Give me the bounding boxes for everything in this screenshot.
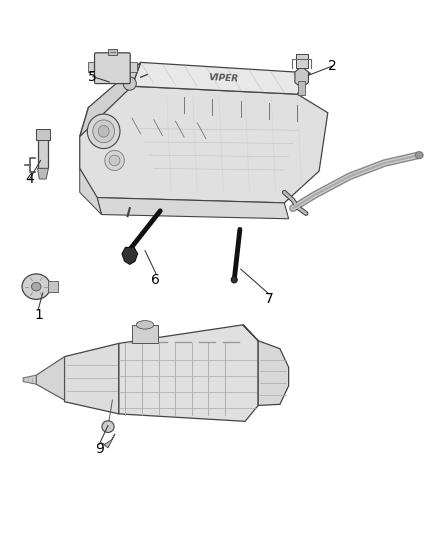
Polygon shape xyxy=(97,198,289,219)
Polygon shape xyxy=(36,357,64,400)
Text: 6: 6 xyxy=(152,273,160,287)
Ellipse shape xyxy=(415,152,423,159)
Polygon shape xyxy=(80,86,328,203)
Polygon shape xyxy=(132,62,311,94)
Polygon shape xyxy=(80,168,102,215)
Bar xyxy=(132,325,158,343)
Bar xyxy=(48,281,58,292)
Ellipse shape xyxy=(109,155,120,166)
Bar xyxy=(296,54,308,68)
Bar xyxy=(108,49,117,55)
Ellipse shape xyxy=(87,114,120,149)
Polygon shape xyxy=(243,325,289,406)
Text: 1: 1 xyxy=(34,308,43,322)
Ellipse shape xyxy=(105,150,124,171)
Ellipse shape xyxy=(123,77,136,90)
Ellipse shape xyxy=(93,120,115,143)
Ellipse shape xyxy=(22,274,50,300)
Text: VIPER: VIPER xyxy=(208,73,239,84)
Polygon shape xyxy=(101,434,115,448)
Text: 7: 7 xyxy=(265,293,273,306)
Ellipse shape xyxy=(231,277,237,283)
Ellipse shape xyxy=(98,125,109,137)
Bar xyxy=(88,62,96,72)
Polygon shape xyxy=(80,62,141,136)
Bar xyxy=(36,128,49,140)
Text: 2: 2 xyxy=(328,59,336,73)
Polygon shape xyxy=(23,375,36,384)
Ellipse shape xyxy=(102,421,114,432)
Polygon shape xyxy=(295,67,308,88)
Bar xyxy=(298,82,305,95)
Polygon shape xyxy=(122,247,138,264)
Text: 4: 4 xyxy=(25,172,34,186)
Ellipse shape xyxy=(136,320,154,329)
Text: 9: 9 xyxy=(95,442,104,456)
Bar xyxy=(38,139,48,168)
Polygon shape xyxy=(64,343,119,414)
Text: 5: 5 xyxy=(88,70,97,84)
Polygon shape xyxy=(119,325,258,421)
Bar xyxy=(129,62,137,72)
Ellipse shape xyxy=(32,282,41,291)
Polygon shape xyxy=(38,168,48,179)
FancyBboxPatch shape xyxy=(95,53,130,84)
